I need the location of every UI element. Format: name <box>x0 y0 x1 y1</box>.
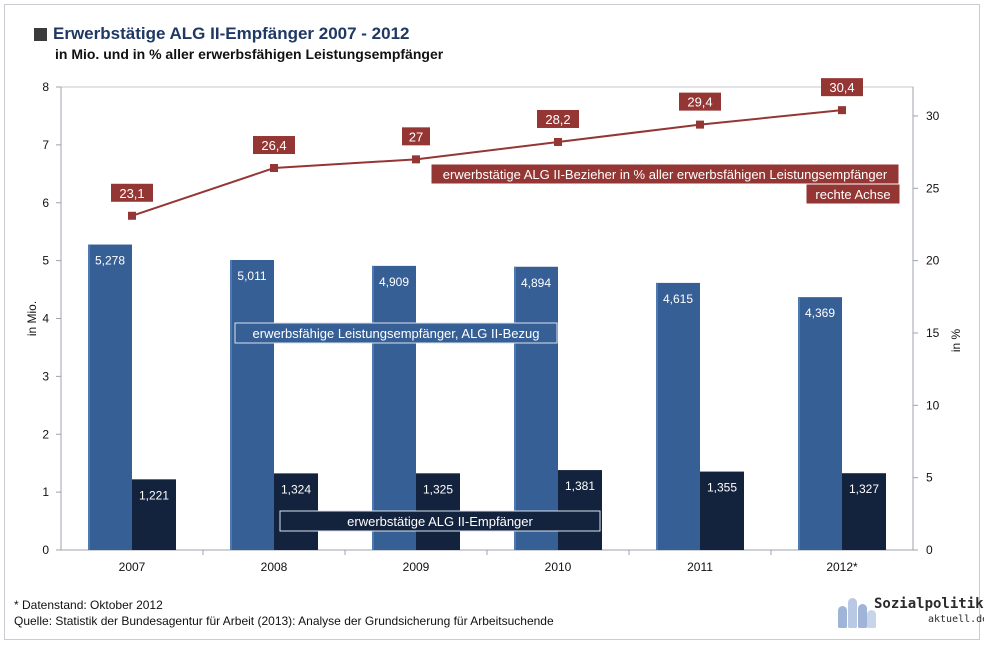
y-right-tick-label: 10 <box>926 398 940 412</box>
y-left-tick-label: 4 <box>42 312 49 326</box>
bar-leistungsempfaenger <box>88 244 132 550</box>
x-tick-label: 2007 <box>119 560 146 574</box>
logo: Sozialpolitik- aktuell.de <box>836 590 984 634</box>
bar-erwerbstaetige <box>558 470 602 550</box>
bar-leistungsempfaenger <box>230 259 274 550</box>
y-right-tick-label: 30 <box>926 109 940 123</box>
bar-leistungsempfaenger <box>514 266 558 550</box>
y-left-tick-label: 7 <box>42 138 49 152</box>
bar-label: 1,325 <box>423 482 453 496</box>
y-right-tick-label: 0 <box>926 543 933 557</box>
x-tick-label: 2010 <box>545 560 572 574</box>
logo-text: Sozialpolitik- <box>874 596 984 612</box>
title-row: Erwerbstätige ALG II-Empfänger 2007 - 20… <box>34 24 410 44</box>
line-data-label: 28,2 <box>545 112 570 127</box>
footnote: * Datenstand: Oktober 2012 <box>14 598 163 612</box>
bar-label: 5,011 <box>237 269 266 283</box>
legend-line-series: erwerbstätige ALG II-Bezieher in % aller… <box>443 167 888 182</box>
line-marker <box>838 106 846 115</box>
line-marker <box>270 164 278 173</box>
bar-label: 4,615 <box>663 292 693 306</box>
line-data-label-box <box>821 78 863 97</box>
y-right-tick-label: 15 <box>926 326 940 340</box>
line-marker <box>554 137 562 146</box>
y-right-tick-label: 5 <box>926 471 933 485</box>
line-data-label: 23,1 <box>119 186 144 201</box>
bar-highlight <box>372 265 374 550</box>
y-right-tick-label: 25 <box>926 181 940 195</box>
x-tick-label: 2011 <box>687 560 713 574</box>
legend-right-axis-note-box <box>806 184 900 204</box>
chart-title: Erwerbstätige ALG II-Empfänger 2007 - 20… <box>53 24 410 43</box>
legend-bar-series-2: erwerbstätige ALG II-Empfänger <box>347 514 533 529</box>
line-data-label-box <box>537 109 579 128</box>
x-tick-label: 2012* <box>826 560 858 574</box>
y-right-tick-label: 20 <box>926 254 940 268</box>
line-marker <box>128 211 136 220</box>
y-left-tick-label: 0 <box>42 543 49 557</box>
logo-figures-icon <box>836 592 878 630</box>
legend-bar-series-2-box <box>279 510 601 532</box>
bar-erwerbstaetige <box>132 479 176 550</box>
bar-highlight <box>656 282 658 550</box>
line-data-label-box <box>402 127 430 146</box>
y-left-tick-label: 5 <box>42 254 49 268</box>
chart-subtitle: in Mio. und in % aller erwerbsfähigen Le… <box>55 46 444 62</box>
bar-label: 1,327 <box>849 482 879 496</box>
bar-highlight <box>798 297 800 550</box>
legend-bar-series-1: erwerbsfähige Leistungsempfänger, ALG II… <box>253 326 540 341</box>
line-data-label-box <box>679 92 721 111</box>
y-left-axis-label: in Mio. <box>25 301 39 336</box>
y-right-axis-label: in % <box>949 328 963 352</box>
line-data-label: 29,4 <box>687 95 712 110</box>
y-left-tick-label: 1 <box>42 485 49 499</box>
line-data-label-box <box>253 136 295 155</box>
bar-label: 1,381 <box>565 479 595 493</box>
line-data-label-box <box>111 183 153 202</box>
x-tick-label: 2009 <box>403 560 430 574</box>
line-data-label: 26,4 <box>261 138 286 153</box>
line-marker <box>696 120 704 129</box>
plot-area <box>60 86 914 551</box>
bar-label: 4,909 <box>379 275 409 289</box>
bar-label: 4,894 <box>521 276 551 290</box>
bar-erwerbstaetige <box>700 471 744 550</box>
line-data-label: 27 <box>409 129 423 144</box>
legend-bar-series-1-box <box>234 322 558 344</box>
bar-label: 1,324 <box>281 482 311 496</box>
source-note: Quelle: Statistik der Bundesagentur für … <box>14 614 554 628</box>
bar-label: 1,355 <box>707 481 737 495</box>
bar-leistungsempfaenger <box>656 282 700 550</box>
line-data-label: 30,4 <box>829 80 854 95</box>
line-marker <box>412 155 420 164</box>
bar-label: 5,278 <box>95 254 125 268</box>
title-bullet-icon <box>34 27 47 41</box>
legend-line-series-box <box>431 164 899 184</box>
bar-leistungsempfaenger <box>798 297 842 550</box>
x-tick-label: 2008 <box>261 560 288 574</box>
line-series <box>131 109 843 217</box>
logo-subtext: aktuell.de <box>928 614 984 625</box>
bar-erwerbstaetige <box>842 473 886 550</box>
y-left-tick-label: 3 <box>42 369 49 383</box>
bar-highlight <box>514 266 516 550</box>
bar-label: 4,369 <box>805 306 835 320</box>
bar-highlight <box>88 244 90 550</box>
bar-leistungsempfaenger <box>372 265 416 550</box>
legend-right-axis-note: rechte Achse <box>815 187 890 202</box>
y-left-tick-label: 8 <box>42 80 49 94</box>
y-left-tick-label: 6 <box>42 196 49 210</box>
bar-highlight <box>230 259 232 550</box>
bar-label: 1,221 <box>139 488 169 502</box>
y-left-tick-label: 2 <box>42 427 49 441</box>
